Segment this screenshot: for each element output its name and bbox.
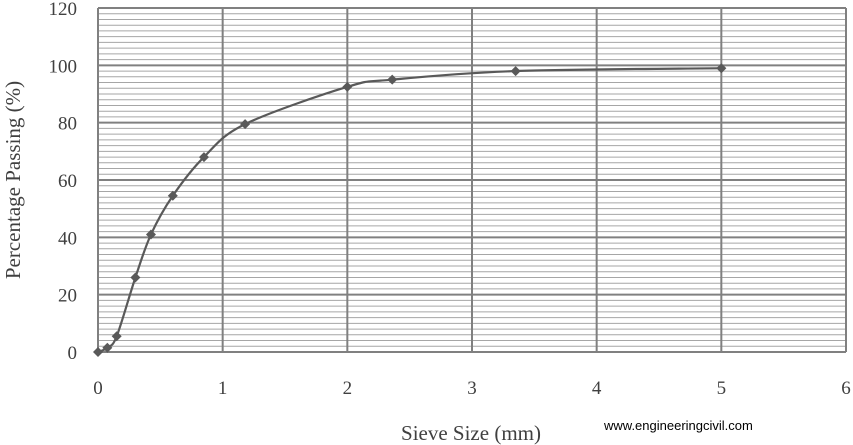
y-tick-label: 20 [58, 286, 77, 307]
y-tick-label: 120 [49, 0, 78, 20]
x-tick-label: 3 [467, 378, 477, 399]
data-point-marker [111, 331, 122, 342]
data-point-marker [167, 190, 178, 201]
x-tick-label: 2 [343, 378, 353, 399]
data-point-marker [342, 81, 353, 92]
data-point-marker [93, 347, 103, 357]
x-tick-label: 0 [93, 378, 103, 399]
y-tick-label: 40 [58, 228, 77, 249]
data-point-marker [102, 342, 113, 353]
y-tick-label: 100 [49, 56, 78, 77]
x-tick-label: 4 [592, 378, 602, 399]
watermark-text: www.engineeringcivil.com [603, 418, 753, 433]
data-point-marker [198, 152, 209, 163]
y-tick-label: 60 [58, 171, 77, 192]
data-point-marker [240, 119, 251, 130]
y-tick-label: 80 [58, 114, 77, 135]
data-point-marker [130, 272, 141, 283]
y-axis-title: Percentage Passing (%) [1, 81, 25, 279]
x-tick-label: 1 [218, 378, 228, 399]
data-point-marker [387, 74, 398, 85]
data-point-marker [510, 66, 521, 77]
y-tick-label: 0 [68, 343, 78, 364]
data-point-marker [145, 229, 156, 240]
data-point-markers [93, 63, 727, 357]
data-point-marker [716, 63, 727, 74]
x-tick-label: 5 [717, 378, 727, 399]
axis-tick-labels: 0 20 40 60 80 100 120 0 1 2 3 4 5 6 [49, 0, 851, 399]
x-tick-label: 6 [841, 378, 851, 399]
x-axis-title: Sieve Size (mm) [401, 421, 541, 445]
